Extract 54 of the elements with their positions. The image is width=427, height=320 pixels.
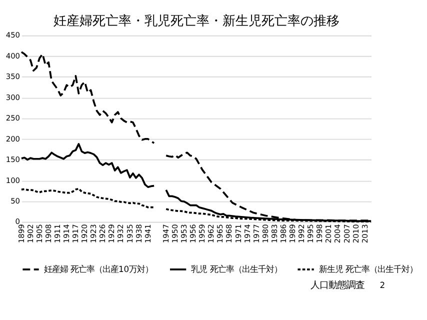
x-tick-label: 1971: [234, 224, 243, 244]
x-tick-label: 1986: [278, 224, 288, 244]
y-tick-label: 150: [6, 155, 20, 164]
x-tick-label: 1920: [80, 224, 90, 244]
x-tick-label: 1932: [116, 224, 126, 244]
x-tick-label: 1938: [134, 224, 144, 244]
x-tick-label: 1917: [71, 224, 80, 244]
y-tick-label: 300: [6, 92, 20, 102]
x-tick-label: 1941: [143, 224, 152, 244]
x-tick-label: 1914: [62, 224, 71, 244]
x-tick-label: 1947: [161, 224, 170, 244]
text: 2: [380, 280, 386, 290]
x-tick-label: 1911: [52, 224, 62, 244]
x-tick-label: 2010: [351, 224, 360, 244]
x-tick-label: 1899: [16, 224, 26, 244]
x-tick-label: 1950: [170, 224, 180, 244]
chart-title: 妊産婦死亡率・乳児死亡率・新生児死亡率の推移: [53, 13, 340, 30]
x-tick-label: 1998: [315, 224, 324, 244]
x-tick-label: 2007: [342, 224, 352, 244]
x-tick-label: 1908: [44, 224, 53, 244]
x-tick-label: 1992: [297, 224, 306, 244]
x-tick-label: 1980: [260, 224, 270, 244]
x-tick-label: 2004: [333, 224, 342, 244]
x-tick-label: 1974: [242, 224, 252, 244]
x-tick-label: 1995: [306, 224, 316, 244]
x-tick-label: 1905: [34, 224, 44, 244]
x-tick-label: 1926: [98, 224, 108, 244]
x-tick-label: 1923: [89, 224, 98, 244]
y-tick-label: 450: [6, 30, 20, 40]
y-tick-label: 250: [6, 114, 20, 123]
text: 人口動態調査: [310, 280, 365, 292]
x-tick-label: 1965: [216, 224, 225, 244]
x-tick-label: 1968: [224, 224, 234, 244]
legend-label: 乳児 死亡率（出生千対）: [191, 264, 282, 274]
legend-label: 新生児 死亡率（出生千対）: [318, 264, 418, 274]
legend-label: 妊産婦 死亡率（出産10万対）: [44, 264, 154, 274]
y-tick-label: 0: [15, 217, 20, 226]
x-tick-label: 1929: [107, 224, 116, 244]
y-tick-label: 100: [6, 176, 20, 185]
x-tick-label: 1983: [270, 224, 279, 244]
x-tick-label: 1902: [26, 224, 35, 244]
y-tick-label: 50: [10, 196, 20, 206]
x-tick-label: 2001: [324, 224, 334, 244]
x-tick-label: 1959: [198, 224, 207, 244]
x-tick-label: 1956: [188, 224, 198, 244]
y-tick-label: 400: [6, 51, 20, 60]
x-tick-label: 1989: [288, 224, 298, 244]
y-tick-label: 350: [6, 72, 20, 82]
x-tick-label: 1977: [252, 224, 261, 244]
x-tick-label: 2013: [360, 224, 370, 244]
x-tick-label: 1962: [206, 224, 216, 244]
x-tick-label: 1935: [125, 224, 134, 244]
y-tick-label: 200: [6, 134, 20, 144]
x-tick-label: 1953: [180, 224, 189, 244]
